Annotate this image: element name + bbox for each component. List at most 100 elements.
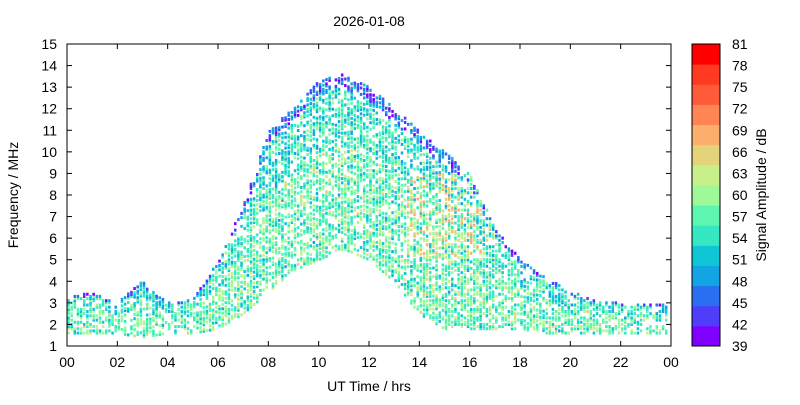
heatmap-cell — [274, 135, 278, 139]
heatmap-cell — [278, 246, 281, 250]
heatmap-cell — [407, 204, 410, 208]
heatmap-cell — [315, 151, 319, 155]
y-tick-label: 1 — [49, 338, 57, 354]
heatmap-cell — [290, 205, 294, 209]
heatmap-cell — [353, 172, 357, 176]
heatmap-cell — [639, 307, 643, 311]
heatmap-cell — [435, 300, 438, 304]
heatmap-cell — [469, 299, 473, 303]
heatmap-cell — [407, 247, 410, 251]
heatmap-cell — [661, 305, 665, 309]
heatmap-cell — [312, 212, 316, 216]
heatmap-cell — [548, 331, 552, 335]
heatmap-cell — [479, 202, 482, 206]
heatmap-cell — [542, 316, 545, 320]
heatmap-cell — [79, 312, 83, 316]
heatmap-cell — [407, 258, 410, 262]
heatmap-cell — [410, 221, 413, 225]
heatmap-cell — [296, 241, 300, 245]
heatmap-cell — [429, 176, 432, 180]
heatmap-cell — [517, 294, 520, 298]
heatmap-cell — [384, 264, 388, 268]
heatmap-cell — [498, 271, 501, 275]
heatmap-cell — [413, 167, 416, 171]
heatmap-cell — [271, 286, 275, 290]
heatmap-cell — [454, 253, 457, 257]
heatmap-cell — [325, 140, 328, 144]
heatmap-cell — [252, 270, 256, 274]
colorbar-tick-label: 54 — [732, 230, 748, 246]
heatmap-cell — [548, 284, 552, 288]
heatmap-cell — [296, 185, 300, 189]
heatmap-cell — [350, 82, 353, 86]
heatmap-cell — [300, 246, 303, 250]
heatmap-cell — [369, 183, 372, 187]
heatmap-cell — [605, 312, 608, 316]
heatmap-cell — [249, 184, 253, 188]
heatmap-cell — [328, 85, 331, 89]
heatmap-cell — [451, 314, 454, 318]
heatmap-cell — [164, 303, 168, 307]
heatmap-cell — [274, 236, 278, 240]
heatmap-cell — [347, 175, 350, 179]
heatmap-cell — [366, 253, 369, 257]
heatmap-cell — [535, 308, 539, 312]
heatmap-cell — [344, 187, 347, 191]
heatmap-cell — [498, 286, 501, 290]
heatmap-cell — [265, 218, 268, 222]
heatmap-cell — [240, 302, 243, 306]
heatmap-cell — [444, 165, 448, 169]
heatmap-cell — [171, 305, 174, 309]
heatmap-cell — [463, 275, 467, 279]
heatmap-cell — [356, 164, 360, 168]
heatmap-cell — [281, 203, 284, 207]
heatmap-cell — [378, 118, 382, 122]
heatmap-cell — [306, 137, 309, 141]
heatmap-cell — [517, 260, 520, 264]
heatmap-cell — [347, 167, 350, 171]
heatmap-cell — [535, 278, 539, 282]
heatmap-cell — [583, 325, 586, 329]
heatmap-cell — [419, 176, 423, 180]
heatmap-cell — [180, 314, 184, 318]
heatmap-cell — [230, 308, 234, 312]
heatmap-cell — [353, 144, 357, 148]
heatmap-cell — [535, 297, 539, 301]
heatmap-cell — [372, 225, 375, 229]
heatmap-cell — [347, 111, 350, 115]
heatmap-cell — [224, 309, 228, 313]
heatmap-cell — [466, 301, 470, 305]
heatmap-cell — [259, 161, 262, 165]
heatmap-cell — [664, 331, 668, 335]
heatmap-cell — [315, 108, 319, 112]
heatmap-cell — [416, 134, 419, 138]
heatmap-cell — [347, 236, 350, 240]
heatmap-cell — [142, 286, 146, 290]
heatmap-cell — [344, 114, 347, 118]
heatmap-cell — [410, 206, 413, 210]
heatmap-cell — [454, 163, 457, 167]
heatmap-cell — [554, 309, 558, 313]
heatmap-cell — [372, 134, 375, 138]
heatmap-cell — [312, 96, 316, 100]
heatmap-cell — [403, 146, 407, 150]
heatmap-cell — [407, 228, 410, 232]
heatmap-cell — [356, 104, 360, 108]
heatmap-cell — [372, 257, 375, 261]
heatmap-cell — [252, 274, 256, 278]
heatmap-cell — [394, 197, 397, 201]
heatmap-cell — [265, 167, 268, 171]
heatmap-cell — [359, 131, 363, 135]
heatmap-cell — [469, 294, 473, 298]
heatmap-cell — [161, 332, 165, 336]
heatmap-cell — [397, 205, 401, 209]
heatmap-cell — [422, 165, 426, 169]
heatmap-cell — [375, 202, 379, 206]
heatmap-cell — [432, 240, 435, 244]
heatmap-cell — [309, 222, 312, 226]
heatmap-cell — [344, 157, 347, 161]
heatmap-cell — [410, 122, 413, 126]
heatmap-cell — [520, 264, 523, 268]
heatmap-cell — [350, 201, 353, 205]
heatmap-cell — [529, 303, 533, 307]
